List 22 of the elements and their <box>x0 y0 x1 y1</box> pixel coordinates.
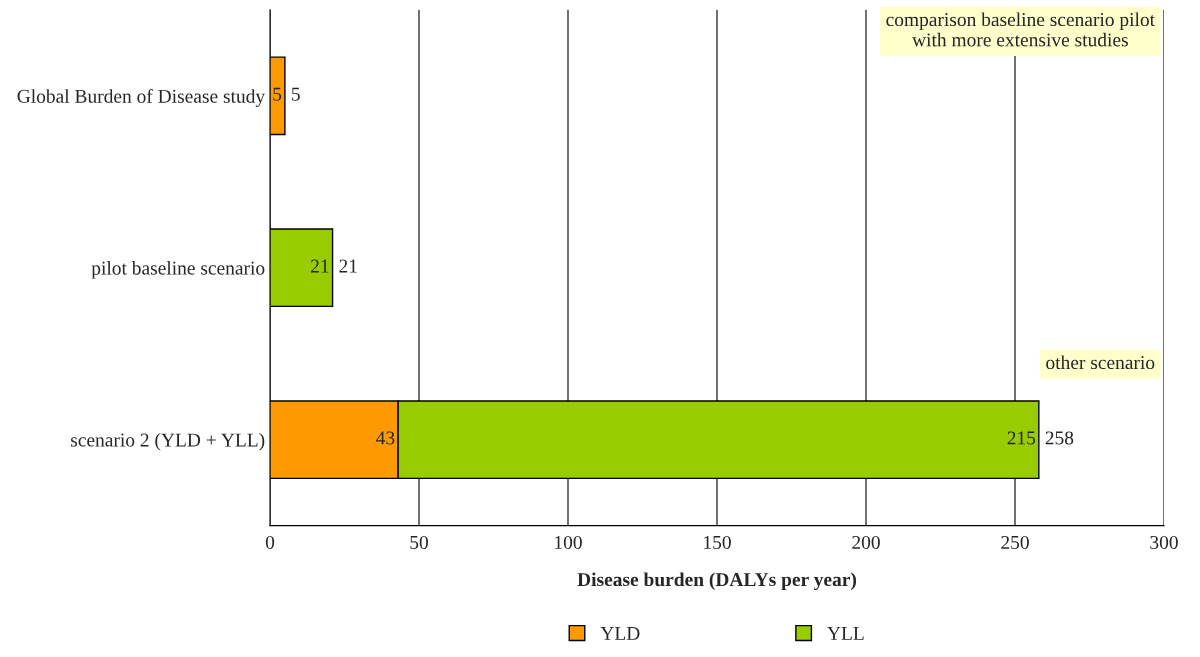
x-axis-title: Disease burden (DALYs per year) <box>577 572 857 591</box>
legend-label: YLL <box>827 627 864 640</box>
annotation: comparison baseline scenario pilot with more extensive studies <box>886 12 1155 47</box>
annotation: other scenario <box>1046 355 1155 370</box>
data-label: 21 <box>311 259 329 273</box>
x-tick-label: 0 <box>265 535 275 550</box>
legend-label: YLD <box>600 627 640 640</box>
total-label: 5 <box>291 87 300 101</box>
x-tick-label: 200 <box>852 535 880 550</box>
x-tick-label: 100 <box>555 535 582 550</box>
total-label: 21 <box>339 259 357 273</box>
data-label: 215 <box>1007 431 1036 445</box>
x-tick-label: 50 <box>410 535 428 550</box>
x-tick-label: 150 <box>704 535 731 550</box>
data-label: 43 <box>376 431 395 445</box>
total-label: 258 <box>1045 431 1074 445</box>
y-tick-label: scenario 2 (YLD + YLL) <box>71 432 265 451</box>
x-tick-label: 250 <box>1001 535 1029 550</box>
y-tick-label: Global Burden of Disease study <box>17 88 266 107</box>
data-label: 5 <box>273 87 282 101</box>
x-tick-label: 300 <box>1150 535 1178 550</box>
y-tick-label: pilot baseline scenario <box>91 260 265 279</box>
